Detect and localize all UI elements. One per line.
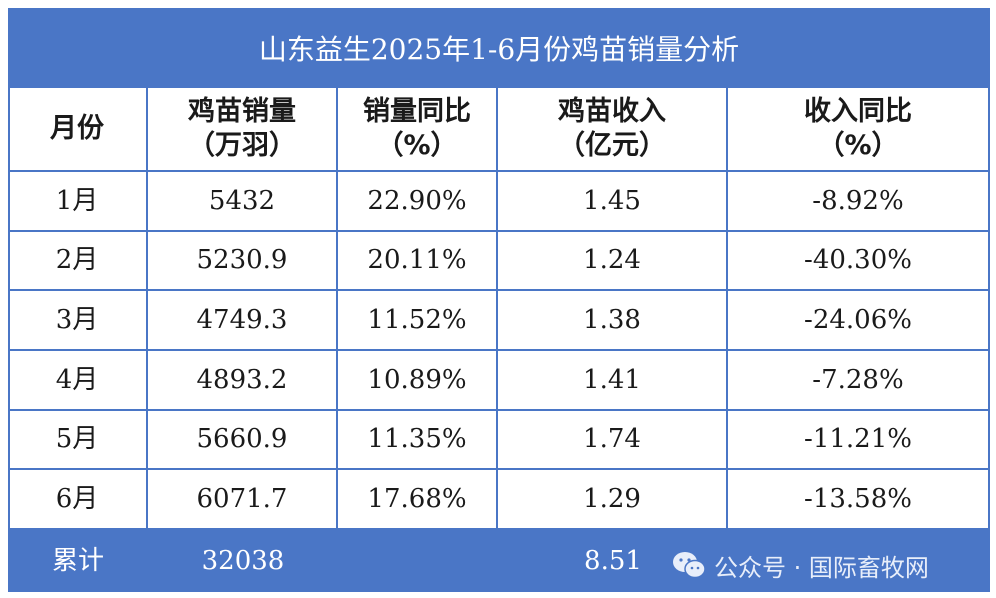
table-cell: -7.28%: [728, 351, 990, 411]
table-title: 山东益生2025年1-6月份鸡苗销量分析: [258, 33, 740, 66]
table-cell: -40.30%: [728, 231, 990, 292]
table-cell: -24.06%: [728, 291, 990, 351]
header-text: 鸡苗销量: [188, 96, 296, 128]
footer-cell: 32038: [201, 545, 285, 576]
header-cell: 月份: [8, 88, 148, 172]
wechat-icon: [673, 552, 706, 579]
table-cell: 5432: [148, 172, 338, 232]
table-cell: 11.52%: [338, 291, 498, 351]
table-cell: -13.58%: [728, 470, 990, 530]
table-cell: 1.74: [498, 410, 728, 471]
header-text: 鸡苗收入: [558, 96, 666, 128]
table-cell: 20.11%: [338, 231, 498, 292]
header-text: 月份: [50, 113, 104, 145]
footer-bar: [8, 530, 990, 592]
header-text: 收入同比: [804, 96, 912, 128]
table-cell: 6月: [8, 470, 148, 530]
watermark-text: 公众号 · 国际畜牧网: [714, 553, 929, 582]
table-cell: 3月: [8, 291, 148, 351]
title-bar: [8, 8, 990, 88]
header-text: （%）: [376, 130, 458, 161]
table-cell: -11.21%: [728, 410, 990, 471]
header-cell: 鸡苗销量 （万羽）: [148, 88, 338, 172]
table-frame: [8, 88, 990, 530]
table-cell: 4893.2: [148, 351, 338, 411]
table-cell: 2月: [8, 231, 148, 292]
header-text: 销量同比: [363, 96, 471, 128]
table-cell: 1.38: [498, 291, 728, 351]
table-cell: 5月: [8, 410, 148, 471]
table-cell: 11.35%: [338, 410, 498, 471]
header-cell: 销量同比 （%）: [338, 88, 498, 172]
table-cell: 5660.9: [148, 410, 338, 471]
table-cell: -8.92%: [728, 172, 990, 232]
header-cell: 收入同比 （%）: [728, 88, 990, 172]
table-cell: 5230.9: [148, 231, 338, 292]
table-cell: 1.29: [498, 470, 728, 530]
table-cell: 17.68%: [338, 470, 498, 530]
table-cell: 22.90%: [338, 172, 498, 232]
footer-cell: 累计: [51, 545, 104, 576]
header-text: （%）: [817, 130, 899, 161]
table-cell: 1.45: [498, 172, 728, 232]
header-text: （亿元）: [558, 130, 666, 161]
header-text: （万羽）: [188, 130, 296, 161]
table-cell: 4月: [8, 351, 148, 411]
footer-cell: 8.51: [584, 545, 642, 576]
table-cell: 1.24: [498, 231, 728, 292]
table-cell: 10.89%: [338, 351, 498, 411]
table-cell: 6071.7: [148, 470, 338, 530]
table-cell: 4749.3: [148, 291, 338, 351]
table-cell: 1.41: [498, 351, 728, 411]
header-cell: 鸡苗收入 （亿元）: [498, 88, 728, 172]
table-cell: 1月: [8, 172, 148, 232]
watermark: 公众号 · 国际畜牧网: [672, 540, 929, 590]
